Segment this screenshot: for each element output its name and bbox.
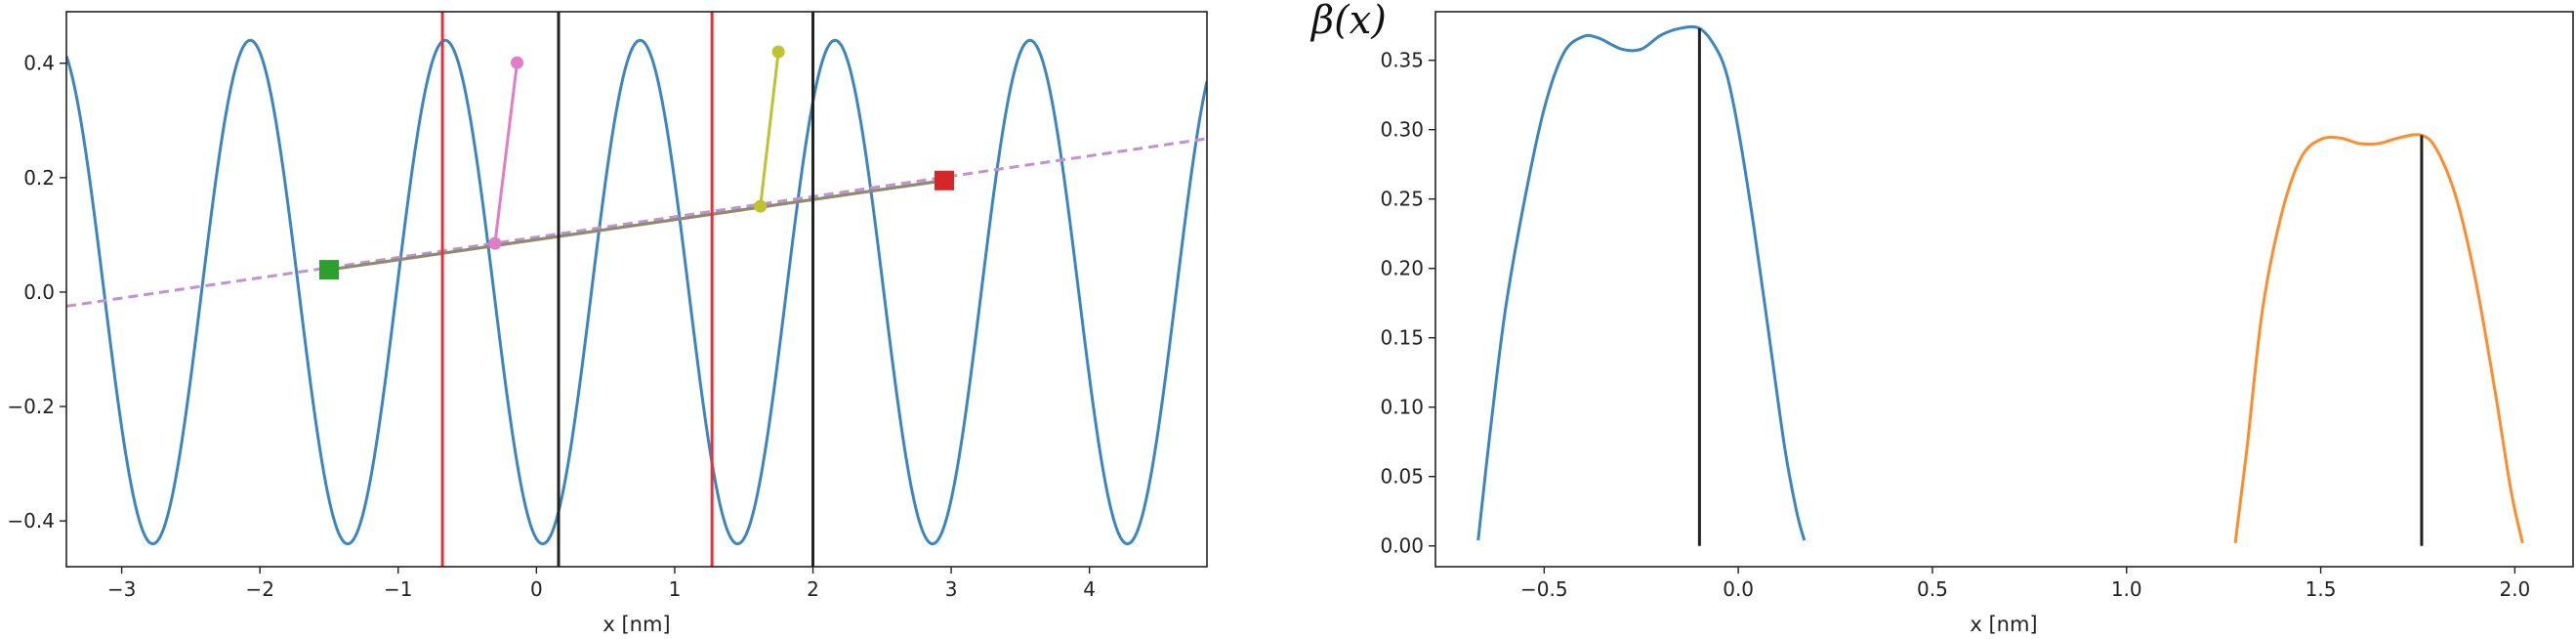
right-ytick-label: 0.30 [1380, 118, 1424, 142]
pink-point-1 [511, 56, 524, 69]
left-xtick-label: 4 [1083, 577, 1096, 601]
right-xtick-label: 2.0 [2499, 577, 2530, 601]
left-xtick-label: 3 [945, 577, 958, 601]
left-axes-frame [65, 11, 1208, 568]
left-ytick-label: 0.2 [23, 166, 55, 190]
right-ticks: −0.5 0.0 0.5 1.0 1.5 2.0 0.00 0.05 0.10 0.15 0.20 0… [1380, 49, 2530, 601]
beta-curve-0 [1476, 24, 1807, 541]
right-axes-frame [1434, 11, 2574, 568]
right-ytick-label: 0.10 [1380, 396, 1424, 419]
left-xtick-label: −1 [384, 577, 412, 601]
right-xtick-label: 1.0 [2111, 577, 2142, 601]
olive-segment [759, 51, 780, 207]
right-plot-area [1476, 24, 2524, 546]
left-xlabel: x [nm] [602, 613, 670, 636]
start-square-marker [318, 260, 339, 280]
right-plot-panel: −0.5 0.0 0.5 1.0 1.5 2.0 0.00 0.05 0.10 0.15 0.20 0… [1309, 0, 2574, 636]
right-ytick-label: 0.35 [1380, 49, 1424, 72]
left-xtick-label: 1 [669, 577, 682, 601]
left-plot-area [66, 12, 1207, 567]
left-ticks: −3 −2 −1 0 1 2 3 4 −0.4 −0.2 0.0 0.2 0.4 [7, 52, 1096, 601]
left-xtick-label: −3 [107, 577, 136, 601]
end-square-marker [935, 170, 955, 191]
right-xlabel: x [nm] [1970, 613, 2037, 636]
left-ytick-label: −0.4 [7, 509, 55, 532]
right-title-beta: β(x) [1309, 0, 1387, 43]
left-plot-panel: −3 −2 −1 0 1 2 3 4 −0.4 −0.2 0.0 0.2 0.4 x [nm] [7, 11, 1208, 636]
dashed-reference-line [66, 137, 1207, 308]
right-ytick-label: 0.20 [1380, 257, 1424, 280]
pink-segment [493, 62, 519, 244]
right-xtick-label: 1.5 [2306, 577, 2337, 601]
pink-point-0 [488, 236, 502, 250]
olive-point-0 [754, 199, 768, 213]
left-ytick-label: −0.2 [7, 395, 55, 418]
right-ytick-label: 0.05 [1380, 465, 1424, 489]
potential-curve [66, 38, 1207, 546]
left-xtick-label: 0 [530, 577, 543, 601]
right-xtick-label: 0.0 [1723, 577, 1754, 601]
olive-point-1 [771, 45, 785, 59]
left-xtick-label: 2 [807, 577, 819, 601]
right-ytick-label: 0.00 [1380, 534, 1424, 558]
left-ytick-label: 0.0 [23, 280, 55, 304]
right-ytick-label: 0.25 [1380, 188, 1424, 211]
right-xtick-label: −0.5 [1520, 577, 1568, 601]
path-chord-line [328, 179, 945, 272]
right-ytick-label: 0.15 [1380, 326, 1424, 350]
beta-curve-1 [2233, 133, 2524, 544]
left-xtick-label: −2 [245, 577, 273, 601]
left-ytick-label: 0.4 [23, 52, 55, 75]
right-xtick-label: 0.5 [1917, 577, 1948, 601]
